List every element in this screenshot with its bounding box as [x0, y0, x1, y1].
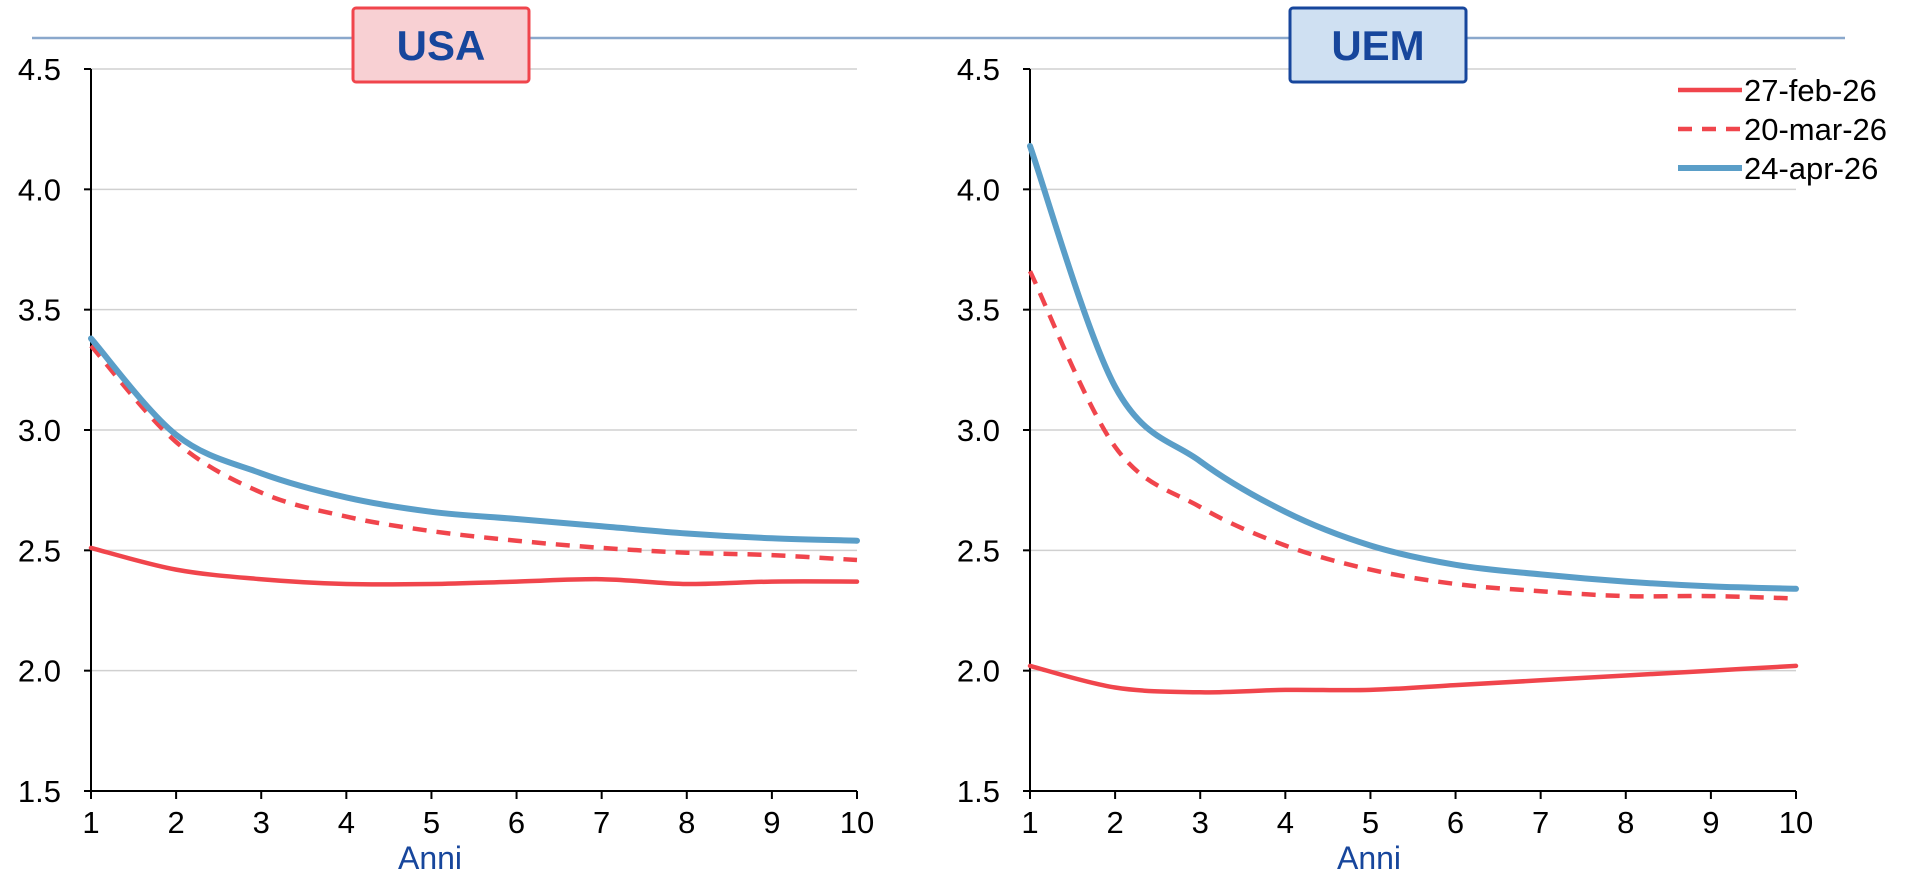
x-tick-label: 1: [1021, 805, 1038, 840]
x-tick-label: 5: [1362, 805, 1379, 840]
y-tick-label: 2.0: [18, 654, 61, 689]
x-tick-label: 9: [1702, 805, 1719, 840]
usa-chart-panel: 1.5 2.0 2.5 3.0 3.5 4.0 4.5 1 2 3 4 5 6 7 8 9 10 Anni USA: [18, 6, 874, 875]
x-tick-label: 9: [763, 805, 780, 840]
uem-title-badge: UEM: [1288, 6, 1468, 84]
chart-title: UEM: [1331, 22, 1424, 69]
y-tick-label: 4.5: [18, 52, 61, 87]
y-tick-label: 3.5: [957, 293, 1000, 328]
chart-title: USA: [397, 22, 486, 69]
x-tick-label: 3: [1192, 805, 1209, 840]
y-tick-label: 4.0: [18, 172, 61, 207]
legend-item: 27-feb-26: [1678, 73, 1877, 108]
series-line-24-apr-26: [88, 335, 860, 544]
y-tick-label: 3.5: [18, 293, 61, 328]
x-tick-label: 5: [423, 805, 440, 840]
series-line-27-feb-26: [1027, 663, 1799, 695]
legend-item: 24-apr-26: [1678, 151, 1878, 186]
legend-label: 27-feb-26: [1744, 73, 1877, 108]
legend-label: 24-apr-26: [1744, 151, 1878, 186]
x-tick-label: 2: [1106, 805, 1123, 840]
x-axis-title: Anni: [398, 840, 462, 875]
uem-chart-panel: 1.5 2.0 2.5 3.0 3.5 4.0 4.5 1 2 3 4 5 6 7 8 9 10 Anni UEM: [957, 6, 1813, 875]
series-line-27-feb-26: [88, 545, 860, 587]
title-badge-box: [1288, 6, 1468, 84]
x-tick-label: 6: [1447, 805, 1464, 840]
y-tick-label: 1.5: [18, 774, 61, 809]
x-tick-label: 4: [338, 805, 355, 840]
x-tick-label: 3: [253, 805, 270, 840]
x-tick-label: 1: [82, 805, 99, 840]
y-tick-label: 4.0: [957, 172, 1000, 207]
x-tick-label: 2: [167, 805, 184, 840]
y-tick-label: 2.0: [957, 654, 1000, 689]
series-line-24-apr-26: [1027, 143, 1799, 592]
legend-item: 20-mar-26: [1678, 112, 1887, 147]
x-axis-title: Anni: [1337, 840, 1401, 875]
x-tick-label: 10: [840, 805, 874, 840]
legend-label: 20-mar-26: [1744, 112, 1887, 147]
y-tick-label: 1.5: [957, 774, 1000, 809]
x-tick-label: 7: [593, 805, 610, 840]
chart-legend: 27-feb-26 20-mar-26 24-apr-26: [1678, 73, 1887, 186]
x-tick-label: 8: [1617, 805, 1634, 840]
x-tick-label: 10: [1779, 805, 1813, 840]
x-tick-label: 6: [508, 805, 525, 840]
y-tick-label: 2.5: [957, 533, 1000, 568]
x-tick-label: 4: [1277, 805, 1294, 840]
y-tick-label: 3.0: [957, 413, 1000, 448]
y-tick-label: 2.5: [18, 533, 61, 568]
series-line-20-mar-26: [1027, 270, 1797, 601]
x-tick-label: 7: [1532, 805, 1549, 840]
x-tick-label: 8: [678, 805, 695, 840]
usa-title-badge: USA: [351, 6, 531, 84]
y-tick-label: 3.0: [18, 413, 61, 448]
title-badge-box: [351, 6, 531, 84]
y-tick-label: 4.5: [957, 52, 1000, 87]
series-line-20-mar-26: [89, 344, 858, 563]
